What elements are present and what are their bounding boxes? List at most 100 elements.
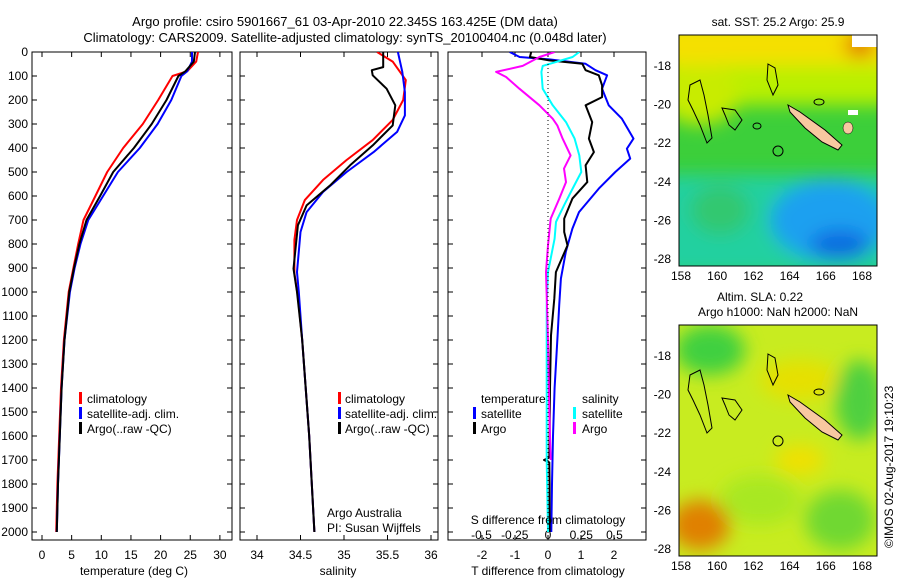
legend-title-salinity: salinity [582,392,619,406]
legend-swatch-climatology [338,392,341,404]
annotation-pi: PI: Susan Wijffels [327,521,421,535]
x-tick-label: 1 [578,548,585,562]
legend-swatch-satellite [338,407,341,419]
salinity-axis-label: salinity [320,564,357,578]
depth-tick-label: 300 [8,117,28,131]
profile-location-marker [772,435,784,447]
sla-map-coastlines [687,353,825,434]
x-tick-label: 0 [39,548,46,562]
legend-label: Argo(..raw -QC) [345,422,430,436]
latitude-tick-label: -18 [654,59,672,73]
latitude-tick-label: -22 [654,426,672,440]
sst-map [679,35,877,266]
depth-tick-label: 1200 [1,333,28,347]
s-diff-tick-label: 0.25 [570,528,594,542]
latitude-tick-label: -24 [654,465,672,479]
profile-location-marker [772,145,784,157]
legend-swatch-satellite [79,407,82,419]
depth-tick-label: 700 [8,213,28,227]
series-line-argo-raw-qc- [292,52,397,533]
legend-label: Argo [582,422,608,436]
longitude-tick-label: 164 [780,559,800,573]
legend-swatch-s-satellite [573,407,576,419]
salinity-plot-frame [239,51,439,541]
legend-swatch-t-satellite [473,407,476,419]
latitude-tick-label: -20 [654,388,672,402]
depth-tick-label: 400 [8,141,28,155]
latitude-tick-label: -26 [654,503,672,517]
depth-tick-label: 1500 [1,405,28,419]
title-line-2: Climatology: CARS2009. Satellite-adjuste… [83,30,606,45]
credit-text: ©IMOS 02-Aug-2017 19:10:23 [882,385,896,548]
depth-tick-label: 100 [8,69,28,83]
series-line-climatology [55,52,199,533]
longitude-tick-label: 168 [852,269,872,283]
legend-label: satellite [481,407,522,421]
legend-swatch-argo [79,422,82,434]
difference-legend: temperature salinity satellite Argo sate… [473,392,623,436]
legend-swatch-t-argo [473,422,476,434]
sst-map-frame [678,34,878,267]
legend-label: Argo [481,422,507,436]
longitude-tick-label: 160 [707,269,727,283]
series-line-argo-raw-qc- [55,52,196,533]
longitude-tick-label: 160 [707,559,727,573]
legend-label: Argo(..raw -QC) [87,422,172,436]
depth-tick-label: 800 [8,237,28,251]
x-tick-label: 10 [95,548,109,562]
depth-tick-label: 1700 [1,453,28,467]
salinity-profile-lines [292,52,407,533]
s-diff-tick-label: -0.25 [501,528,529,542]
temperature-legend: climatology satellite-adj. clim. Argo(..… [79,392,179,436]
series-line-satellite-adj-clim- [55,52,193,533]
depth-tick-label: 0 [21,45,28,59]
series-line-salinity-argo [495,52,572,461]
loyalty-islands [842,121,854,135]
depth-tick-label: 500 [8,165,28,179]
difference-plot-frame [447,51,647,541]
title-line-1: Argo profile: csiro 5901667_61 03-Apr-20… [132,14,558,29]
x-tick-label: 30 [213,548,227,562]
longitude-tick-label: 166 [816,559,836,573]
sst-map-title: sat. SST: 25.2 Argo: 25.9 [712,15,845,29]
temperature-plot-frame [31,51,233,541]
sla-map [679,325,877,556]
longitude-tick-label: 166 [816,269,836,283]
legend-swatch-argo [338,422,341,434]
x-tick-label: 2 [611,548,618,562]
latitude-tick-label: -26 [654,213,672,227]
latitude-tick-label: -20 [654,98,672,112]
sst-map-coastlines [687,63,825,144]
x-tick-label: 36 [424,548,438,562]
longitude-tick-label: 162 [743,269,763,283]
salinity-legend: climatology satellite-adj. clim. Argo(..… [338,392,437,436]
x-tick-label: 34.5 [289,548,313,562]
latitude-tick-label: -24 [654,175,672,189]
x-tick-label: 25 [184,548,198,562]
legend-title-temperature: temperature [481,392,546,406]
new-caledonia-island [787,393,843,441]
latitude-tick-label: -28 [654,542,672,556]
sla-map-subtitle: Argo h1000: NaN h2000: NaN [698,305,858,319]
legend-swatch-s-argo [573,422,576,434]
depth-tick-label: 1600 [1,429,28,443]
legend-swatch-climatology [79,392,82,404]
legend-label: climatology [345,392,405,406]
temperature-axis-label: temperature (deg C) [80,564,188,578]
latitude-tick-label: -28 [654,252,672,266]
longitude-tick-label: 168 [852,559,872,573]
x-tick-label: -1 [510,548,521,562]
depth-tick-label: 2000 [1,525,28,539]
latitude-tick-label: -22 [654,136,672,150]
sla-map-title: Altim. SLA: 0.22 [717,290,803,304]
difference-profile-lines [495,52,635,533]
longitude-tick-label: 164 [780,269,800,283]
x-tick-label: 20 [154,548,168,562]
x-tick-label: 15 [124,548,138,562]
depth-tick-label: 900 [8,261,28,275]
depth-tick-label: 1000 [1,285,28,299]
x-tick-label: 35.5 [376,548,400,562]
depth-tick-label: 200 [8,93,28,107]
x-tick-label: 5 [68,548,75,562]
